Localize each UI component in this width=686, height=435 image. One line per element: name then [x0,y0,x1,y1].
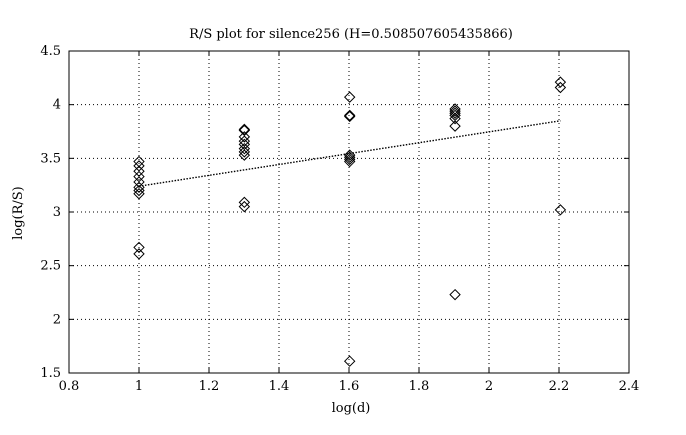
chart-title: R/S plot for silence256 (H=0.50850760543… [189,27,513,42]
y-tick-label: 2 [53,312,61,327]
data-point-diamond [343,110,356,123]
data-point-diamond [238,123,251,136]
y-tick-label: 4.5 [40,44,61,59]
y-tick-label: 4 [53,98,61,113]
data-point-diamond [238,124,251,137]
y-tick-label: 1.5 [40,366,61,381]
x-tick-label: 1 [135,379,143,394]
y-tick-label: 2.5 [40,259,61,274]
data-point-diamond [343,149,356,161]
data-point-diamond [343,355,356,367]
data-point-diamond [133,176,145,188]
x-axis-label: log(d) [332,401,371,416]
x-tick-label: 2.2 [549,379,570,394]
data-point-diamond [343,153,356,166]
data-point-diamond [238,196,251,209]
data-point-diamond [238,135,251,147]
data-point-diamond [449,105,461,117]
data-points [133,76,567,367]
data-point-diamond [133,241,145,254]
data-point-diamond [133,188,145,200]
x-tick-label: 1.8 [409,379,430,394]
tick-labels: 0.8 1 1.2 1.4 1.6 1.8 2 2.2 2.4 1.5 2 2.5 3 3.5 4 4.5 [40,44,639,394]
grid [69,51,629,373]
data-point-diamond [238,142,251,155]
data-point-diamond [449,120,461,132]
data-point-diamond [238,146,251,158]
data-point-diamond [449,112,461,125]
data-point-diamond [133,170,145,183]
data-point-diamond [238,200,251,213]
data-point-diamond [449,107,461,119]
data-point-diamond [133,184,145,197]
x-tick-label: 2 [485,379,493,394]
y-tick-label: 3.5 [40,151,61,166]
data-point-diamond [554,204,567,216]
x-tick-label: 1.2 [199,379,220,394]
data-point-diamond [449,288,461,301]
fit-line-layer [138,120,561,187]
axes [68,50,630,374]
data-point-diamond [133,181,145,194]
y-axis-label: log(R/S) [11,186,26,240]
data-point-diamond [133,165,145,177]
data-point-diamond [343,109,356,122]
data-point-diamond [238,138,251,151]
fit-line [138,120,561,187]
data-point-diamond [343,91,356,103]
x-tick-label: 1.6 [339,379,360,394]
data-point-diamond [133,248,145,260]
x-tick-label: 0.8 [59,379,80,394]
data-point-diamond [133,160,145,172]
y-tick-label: 3 [53,205,61,220]
data-point-diamond [238,131,251,143]
data-point-diamond [449,109,461,122]
data-point-diamond [343,155,356,168]
data-point-diamond [238,149,251,161]
data-point-diamond [554,81,567,94]
x-tick-label: 2.4 [619,379,640,394]
x-tick-label: 1.4 [269,379,290,394]
data-point-diamond [343,151,356,163]
data-point-diamond [554,76,567,88]
